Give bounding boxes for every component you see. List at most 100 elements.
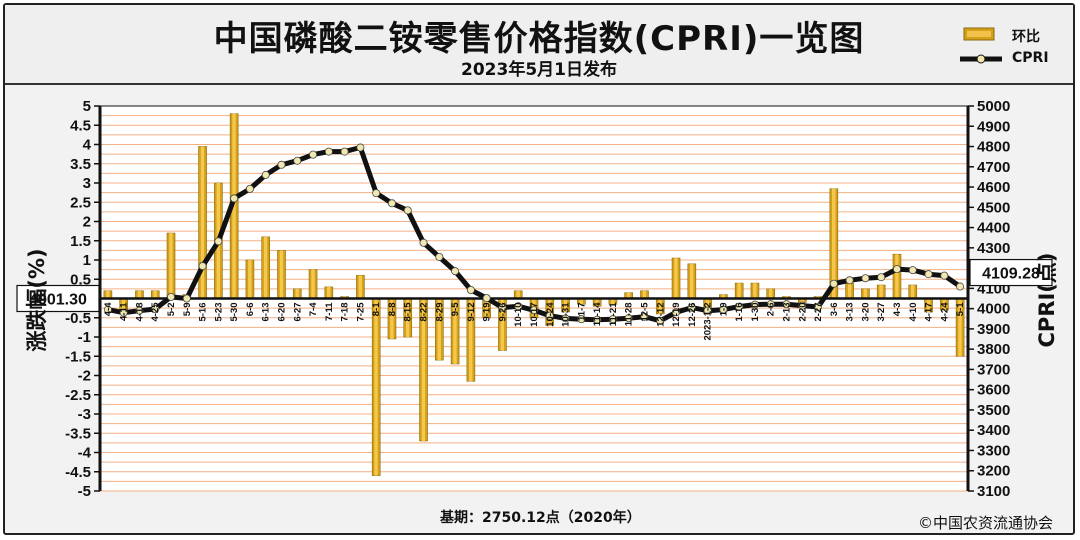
y-tick-label-right: 3100	[977, 483, 1010, 500]
bar	[687, 263, 697, 299]
bar-highlight	[579, 298, 583, 305]
y-tick-label-right: 3300	[977, 442, 1010, 459]
cpri-point	[766, 300, 775, 309]
cpri-point	[482, 294, 491, 303]
cpri-point	[577, 315, 586, 324]
x-tick-label: 7-25	[355, 302, 366, 322]
cpri-point	[182, 294, 191, 303]
bar-highlight	[768, 288, 773, 299]
cpri-point	[230, 194, 239, 203]
x-tick-label: 10-17	[529, 303, 540, 327]
legend-line-label: CPRI	[1012, 50, 1049, 66]
cpri-point	[498, 303, 507, 312]
bar	[861, 288, 870, 299]
x-tick-label: 2-27	[813, 303, 824, 322]
bar-highlight	[516, 290, 520, 299]
cpri-point	[340, 147, 349, 156]
y-tick-label-right: 4800	[977, 139, 1010, 156]
y-tick-label-right: 4700	[977, 159, 1010, 176]
x-tick-label: 9-5	[450, 302, 461, 316]
cpri-point	[608, 315, 617, 324]
y-tick-label-right: 4400	[977, 220, 1010, 237]
cpri-point	[672, 308, 681, 317]
cpri-point	[892, 265, 901, 274]
bar-highlight	[926, 298, 931, 312]
y-axis-title-right: CPRI(点)	[1035, 253, 1059, 348]
bar-highlight	[721, 294, 725, 299]
x-tick-label: 3-13	[845, 303, 856, 322]
x-tick-label: 8-22	[419, 303, 430, 322]
bar-highlight	[484, 298, 489, 318]
x-tick-label: 10-10	[513, 303, 524, 327]
bar	[671, 257, 681, 299]
x-tick-label: 2-13	[782, 303, 793, 322]
y-tick-label-left: 0.5	[70, 271, 91, 288]
cpri-point	[845, 276, 854, 285]
y-tick-label-left: -4	[78, 445, 92, 462]
bar-highlight	[390, 298, 394, 339]
cpri-point	[829, 279, 838, 288]
y-tick-label-right: 3600	[977, 382, 1010, 399]
bar	[166, 232, 176, 299]
cpri-point	[466, 285, 475, 294]
bar-highlight	[879, 285, 883, 299]
x-tick-label: 3-27	[876, 303, 887, 322]
y-tick-label-left: -4.5	[65, 464, 91, 481]
cpri-point	[640, 312, 649, 321]
bar	[356, 275, 365, 299]
y-tick-label-left: 3.5	[70, 156, 91, 173]
x-tick-label: 7-18	[340, 303, 351, 322]
y-tick-label-left: -2.5	[65, 387, 91, 404]
y-tick-label-right: 3400	[977, 422, 1010, 439]
release-date: 2023年5月1日发布	[461, 60, 617, 80]
callout-right-box	[969, 258, 1053, 287]
legend-bar-label: 环比	[1012, 29, 1040, 45]
x-tick-label: 4-17	[924, 303, 935, 322]
y-tick-label-left: 4	[83, 137, 92, 154]
cpri-point	[309, 150, 318, 159]
x-tick-label: 11-21	[608, 302, 619, 326]
bar-highlight	[311, 269, 315, 299]
bar-highlight	[405, 298, 410, 337]
bar	[371, 298, 381, 476]
y-tick-label-left: -2	[78, 368, 91, 385]
x-tick-label: 3-6	[829, 303, 840, 317]
cpri-point	[167, 292, 176, 301]
cpri-point	[861, 274, 870, 283]
y-tick-label-right: 4300	[977, 240, 1010, 257]
bar-highlight	[137, 290, 142, 299]
bar-highlight	[847, 283, 852, 299]
legend: 环比 CPRI	[958, 25, 1068, 75]
y-tick-label-right: 4900	[977, 118, 1010, 135]
chart-header: 中国磷酸二铵零售价格指数(CPRI)一览图 2023年5月1日发布 环比 CPR…	[5, 5, 1073, 85]
x-tick-label: 9-12	[466, 303, 477, 322]
cpri-point	[135, 306, 144, 315]
bar-highlight	[626, 292, 631, 299]
chart-title: 中国磷酸二铵零售价格指数(CPRI)一览图	[213, 19, 865, 59]
x-tick-label: 4-4	[103, 302, 114, 316]
cpri-point	[545, 311, 554, 320]
y-tick-label-left: 2	[83, 214, 91, 231]
cpri-point	[119, 308, 128, 317]
y-tick-label-left: 5	[83, 98, 91, 115]
bar-highlight	[263, 236, 268, 299]
cpri-point	[530, 306, 539, 315]
legend-bar-swatch	[963, 27, 995, 41]
bar-highlight	[327, 286, 331, 299]
cpri-point	[798, 301, 807, 310]
x-tick-label: 6-27	[292, 303, 303, 322]
bar-highlight	[374, 298, 378, 476]
bar-highlight	[248, 260, 252, 299]
cpri-point	[293, 156, 302, 165]
bar-highlight	[895, 254, 899, 299]
y-tick-label-left: 1.5	[70, 233, 91, 250]
x-tick-label: 11-28	[624, 303, 635, 327]
cpri-point	[245, 184, 254, 193]
copyright: ©中国农资流通协会	[918, 514, 1054, 532]
x-tick-label: 8-1	[371, 302, 382, 316]
cpri-point	[151, 305, 160, 314]
x-tick-label: 9-26	[497, 303, 508, 322]
bar	[308, 269, 318, 299]
callout-right: 4109.28	[969, 258, 1053, 287]
